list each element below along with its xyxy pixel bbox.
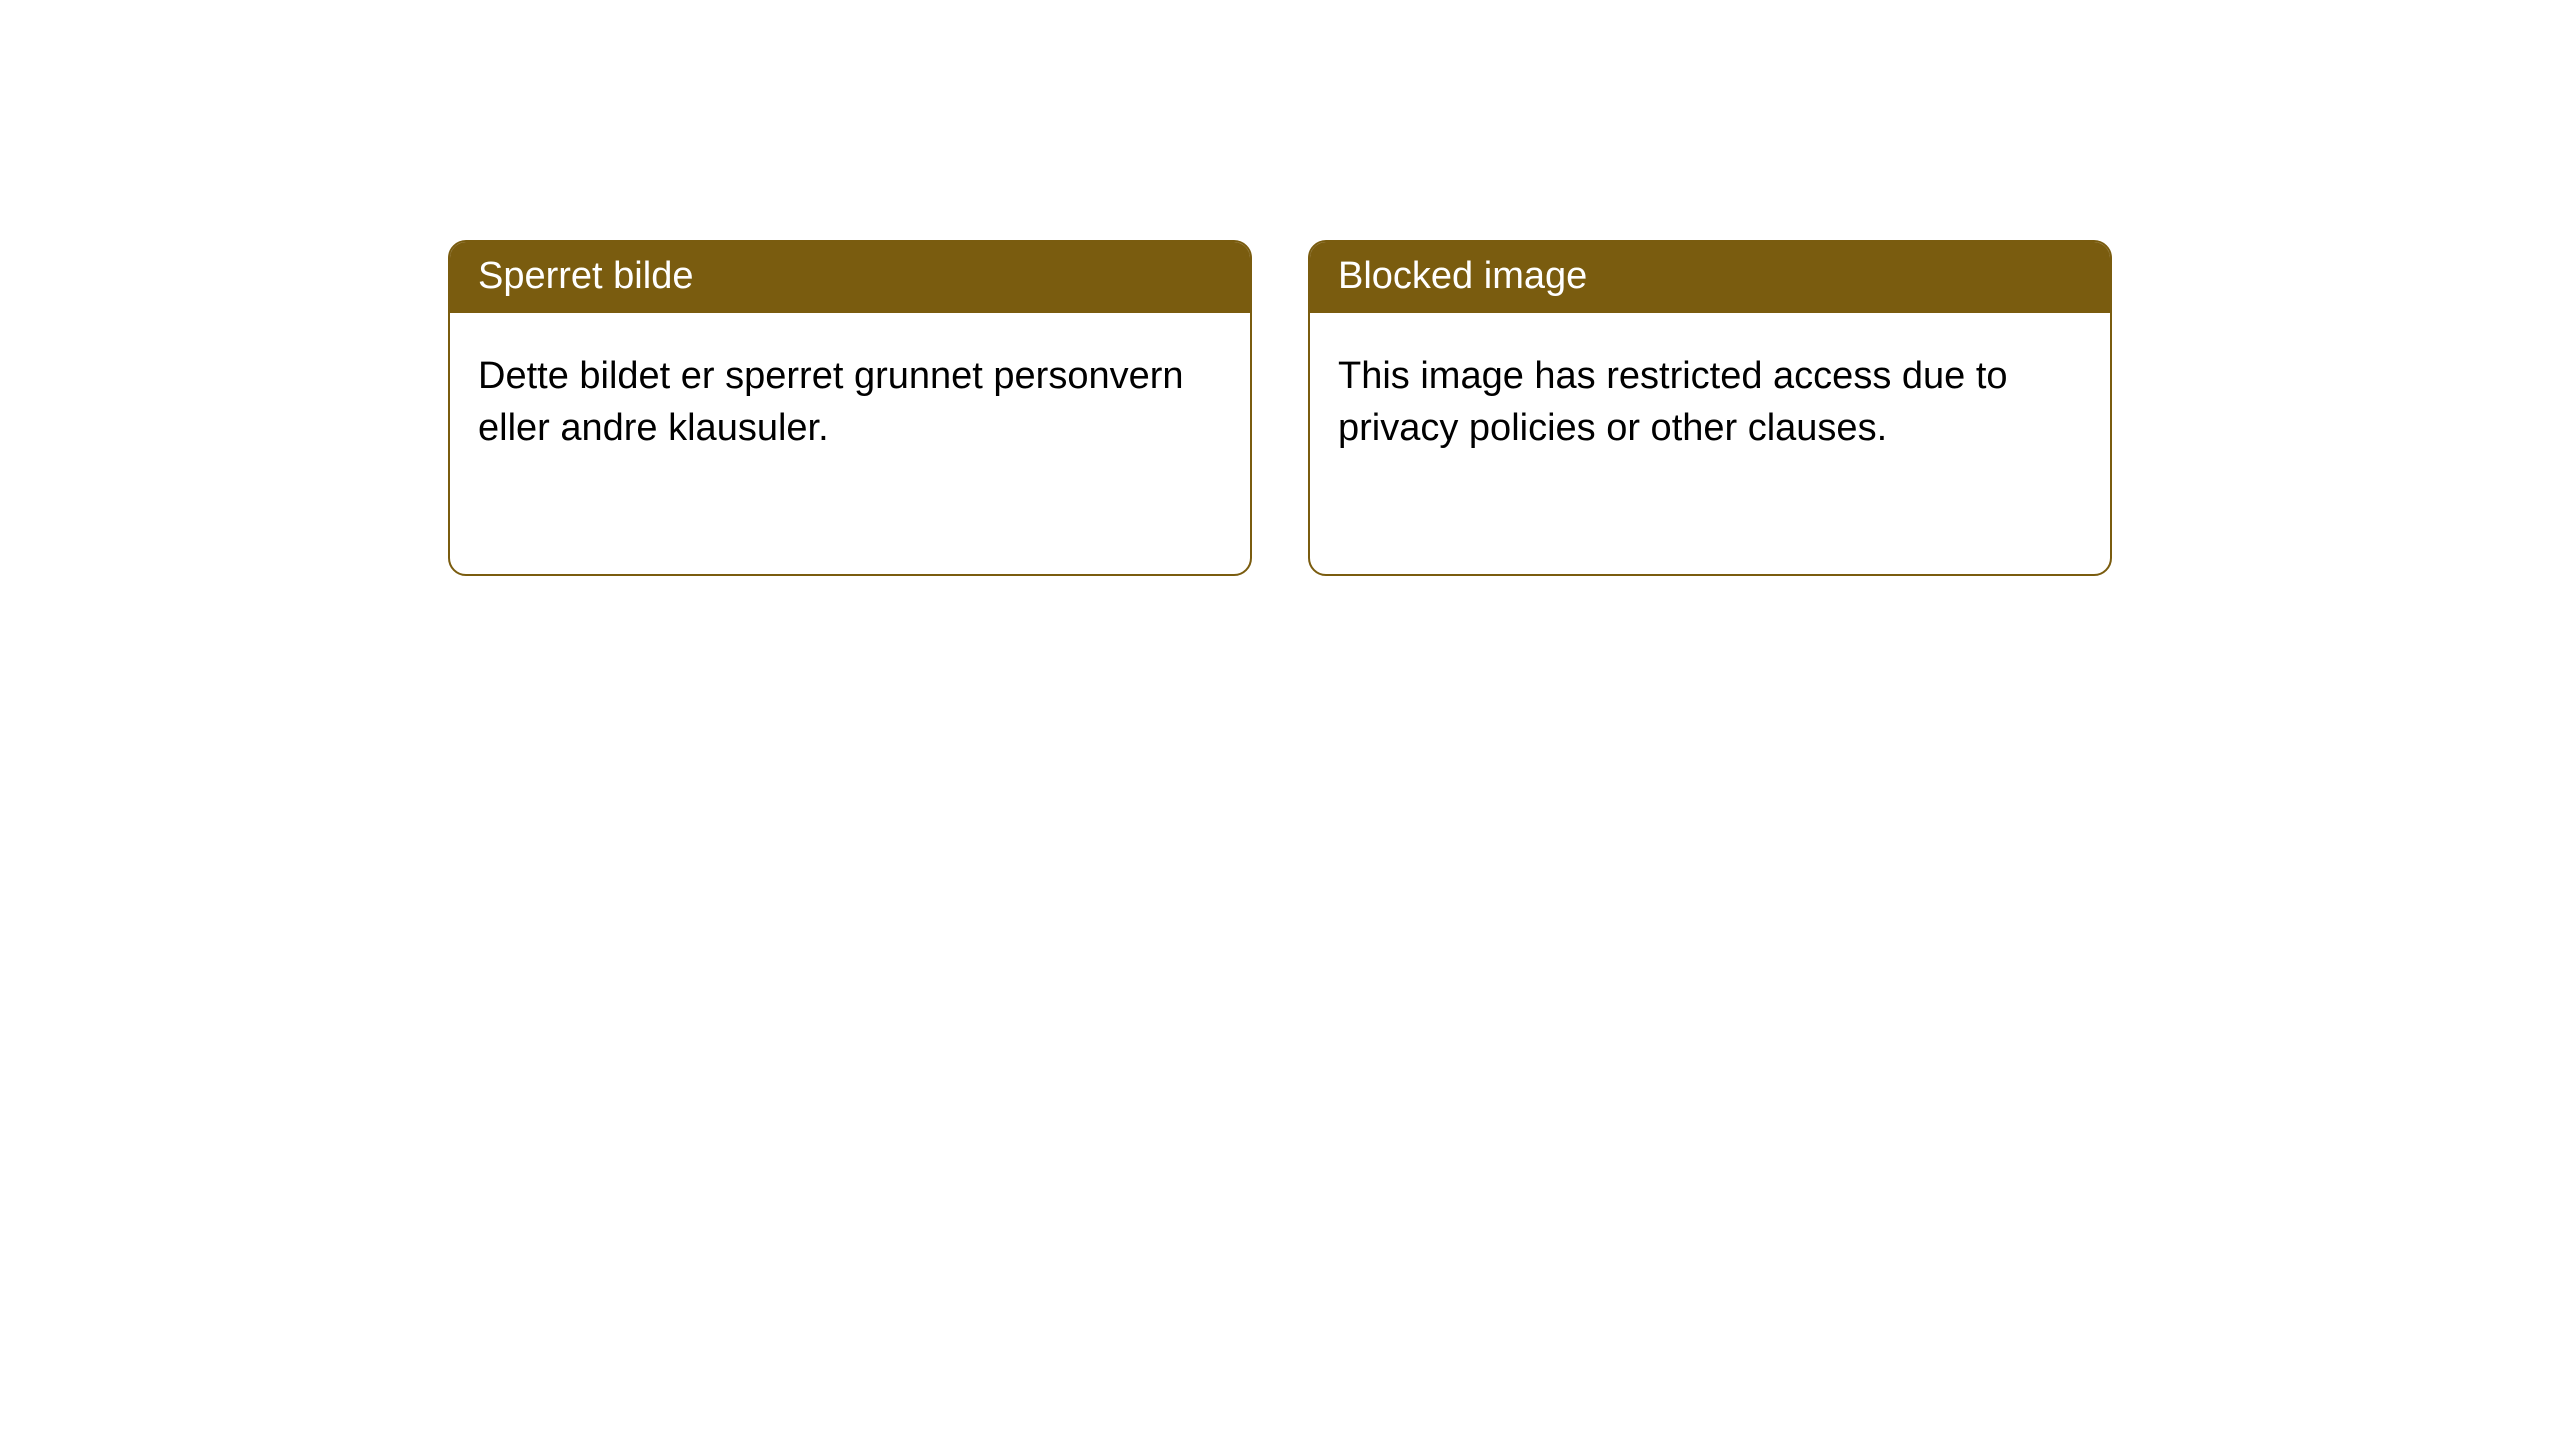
notice-body: Dette bildet er sperret grunnet personve…	[450, 313, 1250, 482]
notice-card-norwegian: Sperret bilde Dette bildet er sperret gr…	[448, 240, 1252, 576]
notice-container: Sperret bilde Dette bildet er sperret gr…	[0, 0, 2560, 576]
notice-card-english: Blocked image This image has restricted …	[1308, 240, 2112, 576]
notice-header: Sperret bilde	[450, 242, 1250, 313]
notice-header: Blocked image	[1310, 242, 2110, 313]
notice-body: This image has restricted access due to …	[1310, 313, 2110, 482]
